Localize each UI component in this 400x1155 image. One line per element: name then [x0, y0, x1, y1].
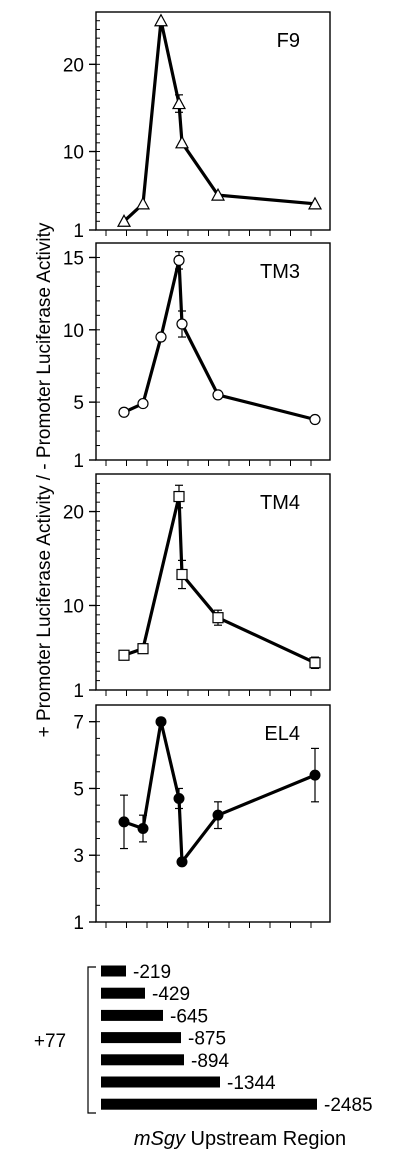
x-axis-label-gene: mSgy — [134, 1128, 186, 1150]
y-axis-label: + Promoter Luciferase Activity / - Promo… — [34, 222, 55, 737]
y-tick-label: 10 — [63, 596, 84, 617]
start-site-label: +77 — [34, 1031, 66, 1052]
y-tick-label: 10 — [63, 143, 84, 164]
construct-bar — [101, 1009, 163, 1021]
chart-panel-el4: 1 3 5 7 EL4 — [73, 704, 331, 934]
construct-bracket — [87, 966, 96, 1114]
construct-bar — [101, 1076, 220, 1088]
data-point — [116, 214, 132, 227]
construct-label: -1344 — [227, 1073, 276, 1094]
panel-title: TM4 — [260, 492, 300, 514]
construct-label: -2485 — [324, 1095, 373, 1116]
data-point — [212, 612, 224, 624]
data-point — [309, 769, 321, 781]
construct-bar — [101, 1054, 184, 1066]
data-point — [118, 649, 130, 661]
y-tick-label: 1 — [73, 221, 84, 242]
x-axis-label: mSgy Upstream Region — [134, 1128, 346, 1150]
chart-panel-f9: 1 10 20 F9 — [63, 11, 331, 242]
construct-bar — [101, 1032, 181, 1044]
data-point — [118, 816, 130, 828]
data-point — [137, 643, 149, 655]
construct-bar — [101, 965, 126, 977]
data-point — [173, 254, 185, 266]
data-point — [171, 96, 187, 110]
y-tick-label: 1 — [73, 451, 84, 472]
data-point — [176, 568, 188, 581]
construct-label: -645 — [170, 1006, 208, 1027]
data-point — [137, 823, 149, 835]
y-tick-label: 5 — [73, 393, 84, 414]
construct-label: -429 — [152, 984, 190, 1005]
y-tick-label: 20 — [63, 503, 84, 524]
y-tick-label: 1 — [73, 681, 84, 702]
y-tick-label: 7 — [73, 713, 84, 734]
data-point — [155, 331, 167, 343]
panel-frame — [95, 473, 331, 691]
construct-diagram: +77 -219-429-645-875-894-1344 -2485 — [34, 962, 373, 1116]
data-point — [307, 196, 323, 210]
y-tick-label: 20 — [63, 55, 84, 76]
chart-panel-tm4: 1 10 20 TM4 — [63, 473, 331, 702]
data-point — [309, 413, 321, 426]
data-point — [309, 657, 321, 669]
series-line — [123, 494, 316, 665]
construct-label: -219 — [133, 962, 171, 983]
construct-label: -894 — [191, 1051, 229, 1072]
x-axis-label-region: Upstream Region — [185, 1128, 346, 1150]
data-point — [173, 490, 185, 503]
construct-bar — [101, 987, 145, 999]
data-point — [155, 716, 167, 728]
data-point — [174, 135, 190, 149]
data-point — [176, 856, 188, 868]
y-tick-label: 3 — [73, 846, 84, 867]
y-tick-label: 15 — [63, 248, 84, 269]
data-point — [118, 406, 130, 418]
data-point — [153, 13, 169, 27]
data-point — [135, 196, 151, 210]
panel-frame — [95, 242, 331, 461]
construct-bar — [101, 1098, 317, 1110]
y-tick-label: 10 — [63, 321, 84, 342]
data-point — [137, 397, 149, 410]
panel-frame — [95, 704, 331, 923]
data-point — [212, 809, 224, 821]
y-tick-label: 5 — [73, 779, 84, 800]
panel-title: TM3 — [260, 261, 300, 283]
data-point — [173, 792, 185, 804]
data-point — [212, 389, 224, 401]
panel-frame — [95, 11, 331, 231]
data-point — [210, 187, 226, 201]
panel-title: F9 — [277, 30, 300, 52]
y-tick-label: 1 — [73, 913, 84, 934]
construct-label: -875 — [188, 1029, 226, 1050]
data-point — [176, 318, 188, 330]
panel-title: EL4 — [264, 723, 300, 745]
